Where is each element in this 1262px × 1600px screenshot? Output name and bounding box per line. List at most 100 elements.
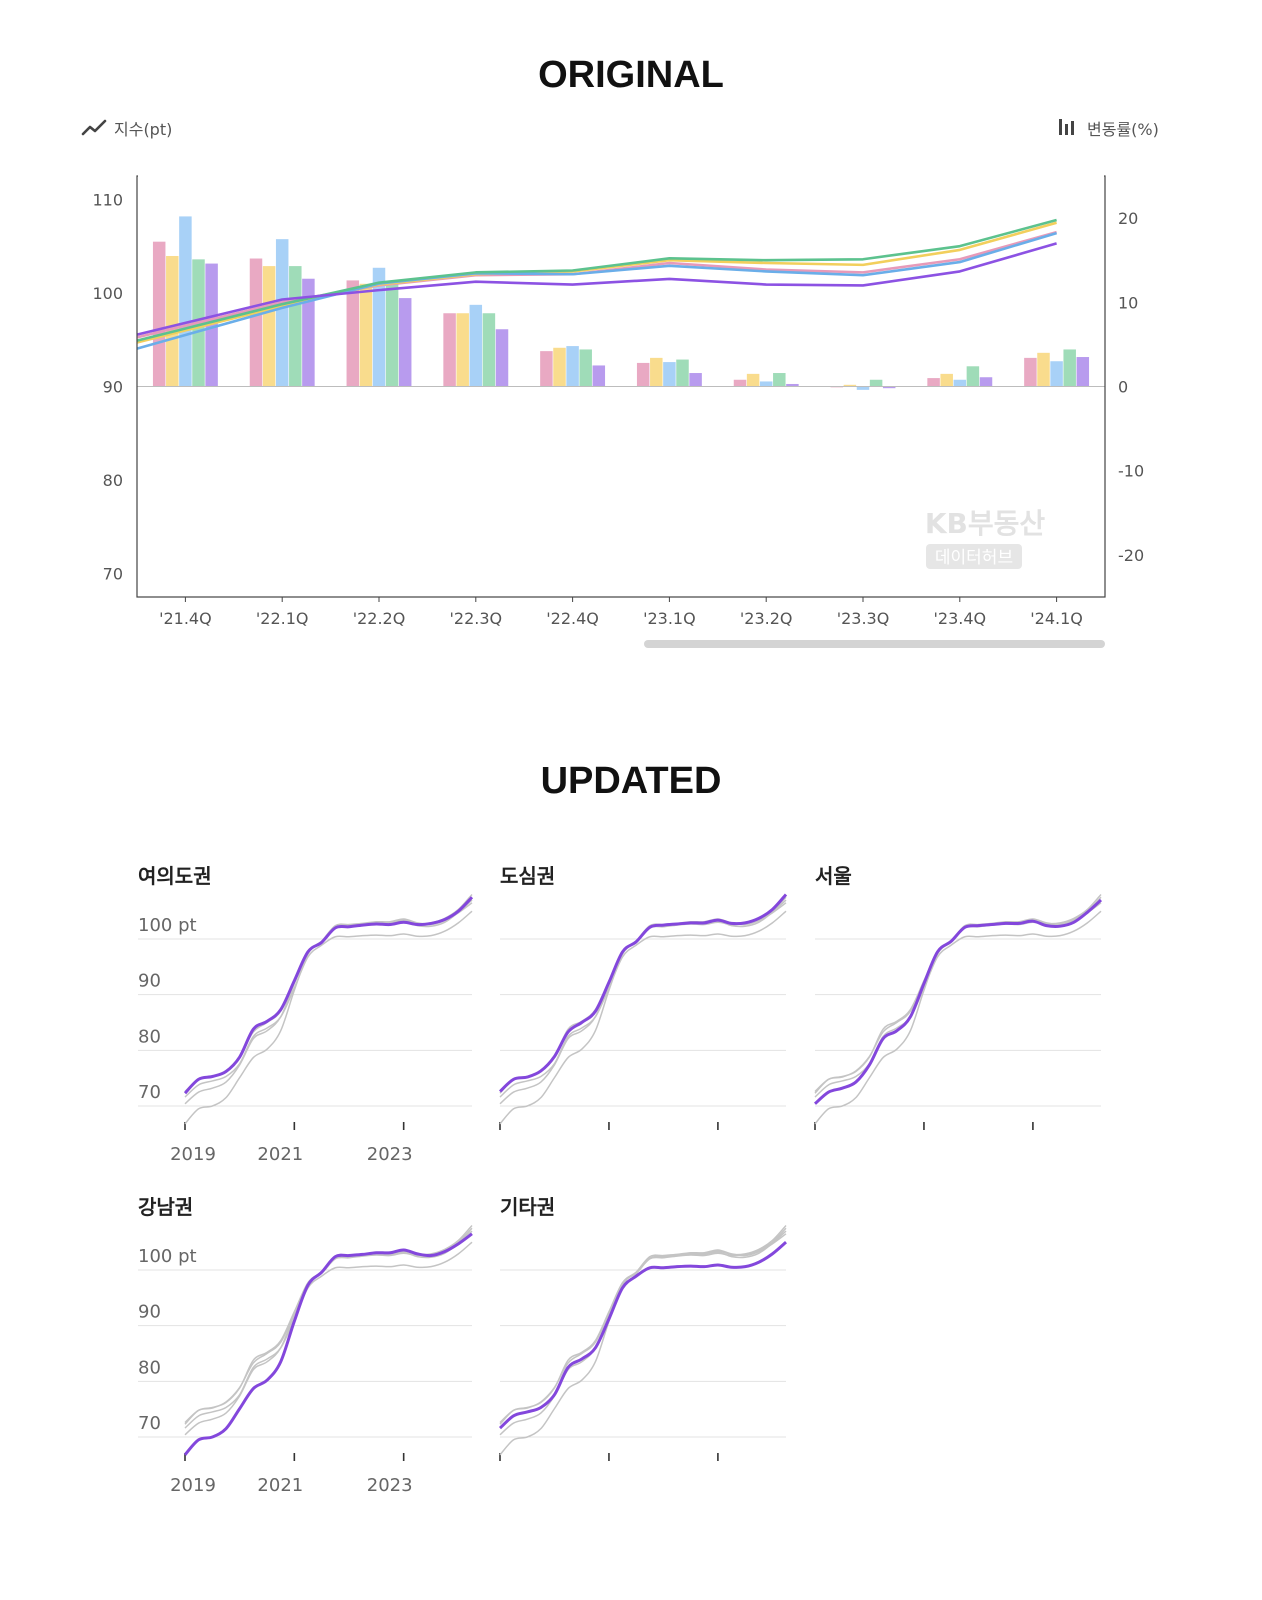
bar-blue <box>663 362 676 387</box>
bar-blue <box>469 304 483 387</box>
y-tick-label: 90 <box>138 971 161 992</box>
panel-0: 100 pt 90 80 70 2019 2021 2023 <box>138 893 474 1165</box>
bar-yellow <box>650 357 663 387</box>
bar-yellow <box>746 373 760 387</box>
bar-green <box>385 282 399 387</box>
highlight-line <box>813 898 1103 1105</box>
bar-purple <box>495 329 509 387</box>
x-tick-label: 2023 <box>367 1144 413 1165</box>
panel-1 <box>498 893 788 1130</box>
bar-blue <box>953 379 967 387</box>
x-tick-label: 2019 <box>170 1475 216 1496</box>
x-axis-tick-label: '22.4Q <box>546 609 599 628</box>
left-axis-tick-label: 90 <box>103 378 123 397</box>
bar-yellow <box>940 373 953 387</box>
horizontal-scrollbar[interactable] <box>644 640 1105 648</box>
x-tick-label: 2019 <box>170 1144 216 1165</box>
bar-blue <box>1050 361 1063 387</box>
x-axis-tick-label: '21.4Q <box>159 609 212 628</box>
bar-blue <box>179 216 192 387</box>
bar-blue <box>566 346 579 387</box>
kb-watermark: KB부동산 데이터허브 <box>925 507 1045 569</box>
bar-pink <box>346 280 360 387</box>
bar-purple <box>1076 357 1090 387</box>
bar-green <box>289 266 302 387</box>
original-lines <box>136 218 1057 350</box>
y-tick-label: 90 <box>138 1302 161 1323</box>
right-axis-tick-label: 20 <box>1118 209 1138 228</box>
panel-title-dosim: 도심권 <box>500 864 556 888</box>
panel-title-yeouido: 여의도권 <box>138 864 212 888</box>
right-axis-unit-label: 변동률(%) <box>1087 120 1159 139</box>
x-axis-tick-label: '24.1Q <box>1030 609 1083 628</box>
left-axis-tick-label: 80 <box>103 471 123 490</box>
line-chart-icon <box>81 119 107 136</box>
bar-yellow <box>262 266 276 387</box>
x-axis-tick-label: '22.3Q <box>449 609 502 628</box>
bar-purple <box>398 298 412 387</box>
y-tick-label: 80 <box>138 1357 161 1378</box>
highlight-line <box>183 1232 473 1456</box>
right-axis-tick-label: -10 <box>1118 462 1144 481</box>
y-tick-label: 100 pt <box>138 915 197 936</box>
panel-title-seoul: 서울 <box>815 864 852 888</box>
bar-blue <box>372 267 386 387</box>
bar-blue <box>759 381 773 387</box>
original-heading: ORIGINAL <box>538 54 724 96</box>
left-axis-tick-label: 100 <box>92 284 123 303</box>
panel-4 <box>498 1224 787 1461</box>
original-bars <box>152 216 1090 390</box>
bar-purple <box>786 383 799 387</box>
panel-title-gangnam: 강남권 <box>138 1195 194 1219</box>
left-axis-tick-label: 70 <box>103 565 123 584</box>
panel-2 <box>813 893 1103 1130</box>
bar-purple <box>979 377 993 387</box>
x-axis-tick-label: '23.1Q <box>643 609 696 628</box>
bar-pink <box>443 313 456 387</box>
bar-yellow <box>166 255 179 387</box>
right-axis-tick-label: 0 <box>1118 378 1128 397</box>
highlight-line <box>498 1241 787 1430</box>
context-line <box>499 1233 787 1456</box>
highlight-line <box>183 896 474 1095</box>
legend-icons <box>81 119 1074 136</box>
bar-pink <box>1024 357 1037 387</box>
y-tick-label: 80 <box>138 1026 161 1047</box>
right-axis-tick-label: -20 <box>1118 546 1144 565</box>
left-axis-unit-label: 지수(pt) <box>114 120 173 139</box>
highlight-line <box>498 893 788 1093</box>
bar-purple <box>302 278 315 387</box>
x-axis-tick-label: '22.2Q <box>353 609 406 628</box>
bar-green <box>676 359 689 387</box>
watermark-line2: 데이터허브 <box>935 548 1013 568</box>
panel-3: 100 pt 90 80 70 2019 2021 2023 <box>138 1224 473 1496</box>
updated-heading: UPDATED <box>540 760 722 802</box>
bar-yellow <box>843 384 857 387</box>
bar-pink <box>540 351 553 387</box>
x-tick-label: 2023 <box>367 1475 413 1496</box>
bar-blue <box>856 386 870 390</box>
y-tick-label: 70 <box>138 1413 161 1434</box>
bar-blue <box>275 239 289 387</box>
y-tick-label: 70 <box>138 1082 161 1103</box>
bar-pink <box>927 378 940 387</box>
bar-chart-icon <box>1059 119 1074 135</box>
context-line <box>184 1241 473 1429</box>
bar-yellow <box>1037 352 1050 387</box>
y-tick-label: 100 pt <box>138 1246 197 1267</box>
bar-purple <box>882 386 896 389</box>
bar-pink <box>249 258 263 387</box>
bar-green <box>482 313 496 387</box>
bar-green <box>869 379 883 387</box>
line-line_blue <box>136 231 1057 350</box>
context-line <box>499 1230 787 1436</box>
x-tick-label: 2021 <box>257 1475 303 1496</box>
context-line <box>814 910 1102 1098</box>
line-line_green <box>136 218 1057 342</box>
panel-title-gita: 기타권 <box>500 1195 556 1219</box>
x-axis-tick-label: '23.2Q <box>740 609 793 628</box>
context-line <box>499 910 787 1098</box>
